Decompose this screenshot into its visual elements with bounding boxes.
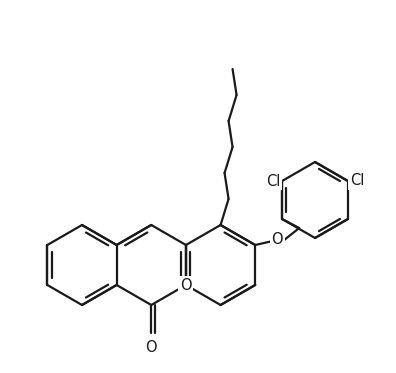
Text: O: O [145,340,157,355]
Text: Cl: Cl [350,173,364,188]
Text: O: O [271,232,283,248]
Text: Cl: Cl [266,173,280,188]
Text: O: O [180,278,192,292]
